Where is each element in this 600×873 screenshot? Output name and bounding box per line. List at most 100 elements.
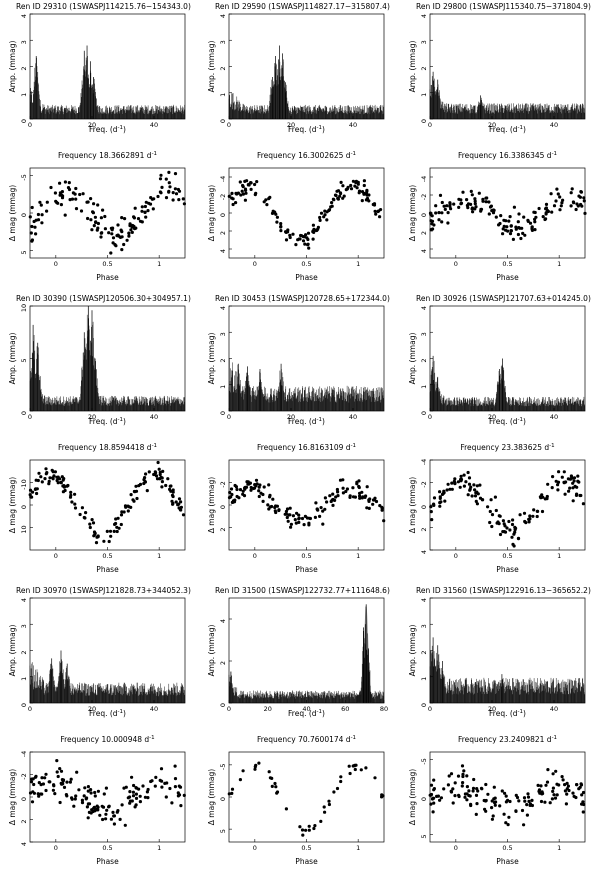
plot-frame <box>29 305 186 412</box>
phase-point <box>536 509 540 513</box>
phase-point <box>34 232 38 236</box>
phase-point <box>238 488 243 492</box>
phase-point <box>525 803 529 807</box>
phase-point <box>85 805 89 809</box>
phase-point <box>288 233 292 237</box>
phase-point <box>273 781 277 786</box>
phase-point <box>569 204 573 208</box>
phase-point <box>291 514 295 518</box>
x-tick-label: 0 <box>253 260 257 268</box>
phase-point <box>535 514 539 519</box>
phase-point <box>552 204 557 208</box>
y-axis-label: Δ mag (mmag) <box>8 185 17 241</box>
phase-point <box>68 198 72 202</box>
phase-point <box>131 790 135 794</box>
phase-point <box>231 202 235 207</box>
y-tick-label: 0 <box>219 119 227 123</box>
phase-point <box>147 470 151 474</box>
x-tick-label: 0.5 <box>502 552 512 560</box>
phase-point <box>357 189 362 193</box>
phase-point <box>144 215 148 219</box>
phase-point <box>300 828 305 832</box>
phase-point <box>461 190 465 194</box>
y-tick-label: 0 <box>20 411 28 415</box>
phase-point <box>119 513 124 517</box>
phase-point <box>434 211 438 215</box>
x-tick-label: 0.5 <box>102 552 112 560</box>
y-axis-label: Amp. (mmag) <box>207 333 216 385</box>
phase-point <box>373 496 377 500</box>
phase-point <box>546 482 550 486</box>
y-tick-label: -2 <box>219 194 227 200</box>
y-tick-label: 2 <box>219 231 227 235</box>
phase-point <box>239 193 243 197</box>
phase-point <box>508 215 512 219</box>
phase-point <box>131 794 136 798</box>
phase-point <box>533 228 537 232</box>
phase-point <box>460 764 465 768</box>
phase-point <box>118 235 123 239</box>
phase-point <box>94 220 98 225</box>
phase-point <box>327 799 331 803</box>
phase-point <box>143 210 147 214</box>
x-tick-label: 20 <box>287 121 295 129</box>
phase-point <box>321 509 325 513</box>
phase-point <box>353 184 357 188</box>
x-tick-label: 40 <box>349 121 357 129</box>
phase-point <box>174 192 179 196</box>
phase-point <box>315 507 319 511</box>
amplitude-spectrum <box>429 76 585 119</box>
phase-point <box>323 810 327 814</box>
phase-point <box>41 782 46 786</box>
phase-point <box>80 506 84 510</box>
phase-point <box>85 200 89 204</box>
phase-point <box>545 494 549 499</box>
phase-point <box>519 236 523 241</box>
phase-point <box>475 802 479 806</box>
phase-point <box>339 775 343 779</box>
phase-point <box>565 787 569 791</box>
phase-point <box>578 195 583 199</box>
phase-point <box>90 228 94 232</box>
phase-point <box>43 477 47 481</box>
phase-point <box>137 787 141 791</box>
phase-point <box>470 494 474 498</box>
phase-point <box>294 243 298 247</box>
phase-point <box>63 180 67 184</box>
x-tick-label: 0.5 <box>102 260 112 268</box>
y-tick-label: 1 <box>219 385 227 389</box>
phase-point <box>582 199 586 203</box>
phase-point <box>530 225 534 229</box>
phase-point <box>473 202 477 206</box>
x-tick-label: 40 <box>550 121 558 129</box>
phase-point <box>330 204 334 208</box>
phase-point <box>92 202 96 206</box>
y-tick-label: 0 <box>20 119 28 123</box>
panel-title: Ren ID 30926 (1SWASPJ121707.63+014245.0) <box>416 294 591 303</box>
phase-point <box>261 492 265 497</box>
phase-point <box>430 222 434 226</box>
phase-point <box>568 486 572 490</box>
phase-point <box>564 802 569 806</box>
phase-point <box>493 495 497 499</box>
phase-point <box>505 526 509 530</box>
phase-point <box>348 771 352 776</box>
phase-point <box>360 199 364 203</box>
phase-point <box>437 211 441 215</box>
phase-point <box>473 494 478 498</box>
x-tick-label: 1 <box>356 552 360 560</box>
phase-point <box>30 224 34 229</box>
phase-point <box>92 224 96 228</box>
x-tick-label: 40 <box>550 413 558 421</box>
phase-point <box>101 817 105 822</box>
phase-point <box>77 788 81 792</box>
phase-point <box>79 209 84 213</box>
phase-point <box>432 778 436 782</box>
phase-point <box>491 814 495 818</box>
phase-point <box>356 182 360 186</box>
phase-point <box>548 801 552 805</box>
y-tick-label: 10 <box>20 525 28 533</box>
phase-point <box>476 789 480 793</box>
phase-point <box>58 767 62 771</box>
x-axis-label: Phase <box>96 273 119 282</box>
